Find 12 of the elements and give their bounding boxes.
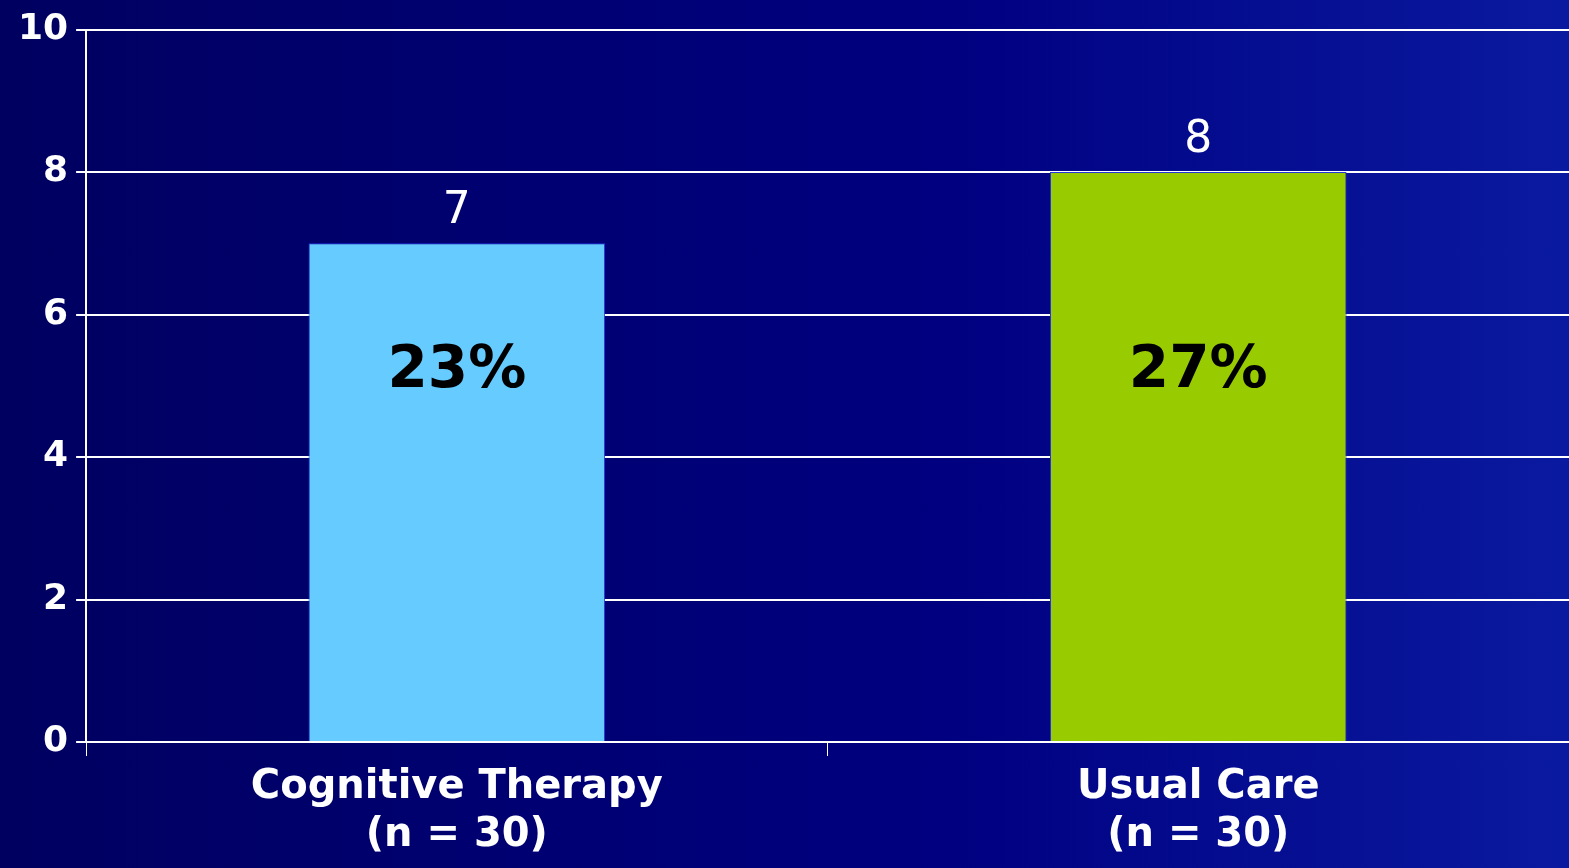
data-label: 8 (1184, 110, 1213, 162)
annotation: 23% (387, 332, 527, 401)
y-tick-label: 6 (43, 290, 69, 332)
y-tick-label: 10 (17, 5, 69, 47)
y-tick-label: 0 (43, 718, 69, 760)
data-label: 7 (442, 181, 471, 233)
y-tick-label: 8 (43, 148, 69, 190)
y-tick-label: 2 (43, 575, 69, 617)
x-tick-label: Usual Care (n = 30) (1076, 761, 1320, 856)
y-tick-label: 4 (43, 433, 69, 475)
annotation: 27% (1128, 332, 1268, 401)
x-tick-label: Cognitive Therapy (n = 30) (250, 761, 663, 856)
